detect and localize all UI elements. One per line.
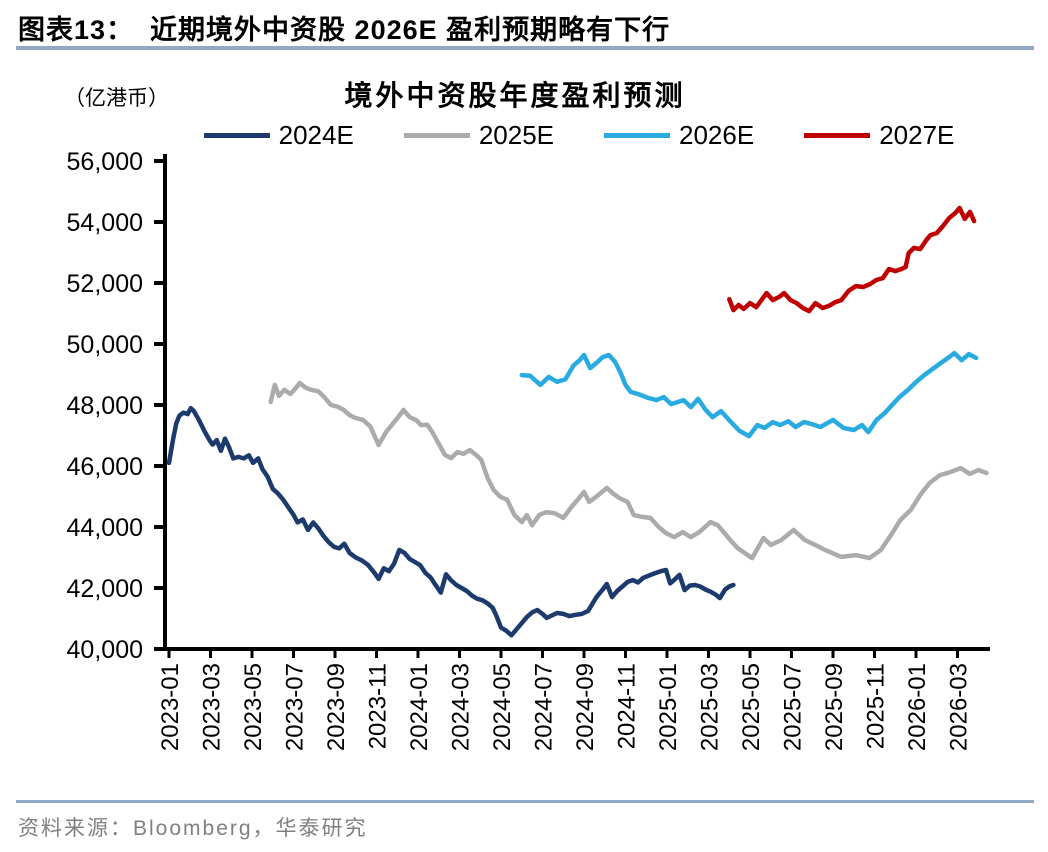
axis-lines bbox=[163, 154, 990, 651]
x-tick-label: 2024-09 bbox=[572, 663, 599, 751]
y-tick-label: 46,000 bbox=[67, 453, 143, 481]
legend-item: 2026E bbox=[604, 120, 754, 151]
source-text: 资料来源：Bloomberg，华泰研究 bbox=[18, 817, 368, 840]
y-tick-label: 56,000 bbox=[67, 148, 143, 176]
legend: 2024E 2025E 2026E 2027E bbox=[110, 120, 1048, 150]
y-tick-label: 54,000 bbox=[67, 209, 143, 237]
y-tick-label: 40,000 bbox=[67, 636, 143, 664]
x-tick-label: 2024-05 bbox=[489, 663, 516, 751]
legend-swatch bbox=[604, 132, 670, 138]
x-tick-label: 2026-01 bbox=[904, 663, 931, 751]
legend-item: 2024E bbox=[203, 119, 354, 151]
x-tick-label: 2023-03 bbox=[199, 663, 226, 751]
legend-item: 2027E bbox=[804, 120, 954, 151]
x-tick-label: 2025-07 bbox=[780, 663, 807, 751]
legend-swatch bbox=[403, 132, 470, 138]
y-unit-label: （亿港币） bbox=[64, 87, 169, 110]
x-tick-label: 2024-01 bbox=[406, 663, 433, 751]
y-tick-label: 42,000 bbox=[67, 575, 143, 603]
x-tick-label: 2025-05 bbox=[738, 663, 765, 751]
legend-label: 2026E bbox=[679, 119, 755, 150]
series-line-2025E bbox=[268, 380, 989, 561]
header-divider bbox=[16, 46, 1034, 50]
y-tick-label: 50,000 bbox=[67, 331, 143, 359]
footer-divider bbox=[16, 800, 1034, 803]
x-tick-label: 2024-03 bbox=[448, 663, 475, 751]
figure-title: 近期境外中资股 2026E 盈利预期略有下行 bbox=[150, 15, 671, 45]
series-line-2026E bbox=[519, 350, 979, 439]
figure-label: 图表13： bbox=[18, 15, 135, 45]
chart-title: 境外中资股年度盈利预测 bbox=[344, 80, 686, 111]
x-tick-label: 2023-11 bbox=[365, 663, 392, 749]
legend-label: 2024E bbox=[278, 119, 354, 150]
series-line-2024E bbox=[166, 405, 736, 638]
y-tick-label: 52,000 bbox=[67, 270, 143, 298]
x-tick-label: 2025-03 bbox=[697, 663, 724, 751]
x-tick-label: 2025-09 bbox=[821, 663, 848, 751]
legend-label: 2027E bbox=[879, 119, 955, 150]
legend-swatch bbox=[804, 132, 871, 138]
series-line-2027E bbox=[727, 205, 977, 314]
x-tick-label: 2025-11 bbox=[863, 663, 890, 749]
legend-swatch bbox=[203, 132, 270, 138]
figure-header: 图表13： 近期境外中资股 2026E 盈利预期略有下行 bbox=[18, 8, 1034, 47]
x-tick-label: 2024-07 bbox=[531, 663, 558, 751]
x-tick-label: 2023-01 bbox=[157, 663, 184, 751]
x-tick-label: 2025-01 bbox=[655, 663, 682, 751]
y-tick-label: 48,000 bbox=[67, 392, 143, 420]
x-tick-label: 2023-05 bbox=[240, 663, 267, 751]
y-tick-label: 44,000 bbox=[67, 514, 143, 542]
x-tick-label: 2023-07 bbox=[282, 663, 309, 751]
x-tick-label: 2026-03 bbox=[946, 663, 973, 751]
legend-item: 2025E bbox=[403, 119, 554, 151]
x-tick-label: 2023-09 bbox=[323, 663, 350, 751]
x-tick-label: 2024-11 bbox=[614, 663, 641, 749]
legend-label: 2025E bbox=[478, 119, 554, 150]
